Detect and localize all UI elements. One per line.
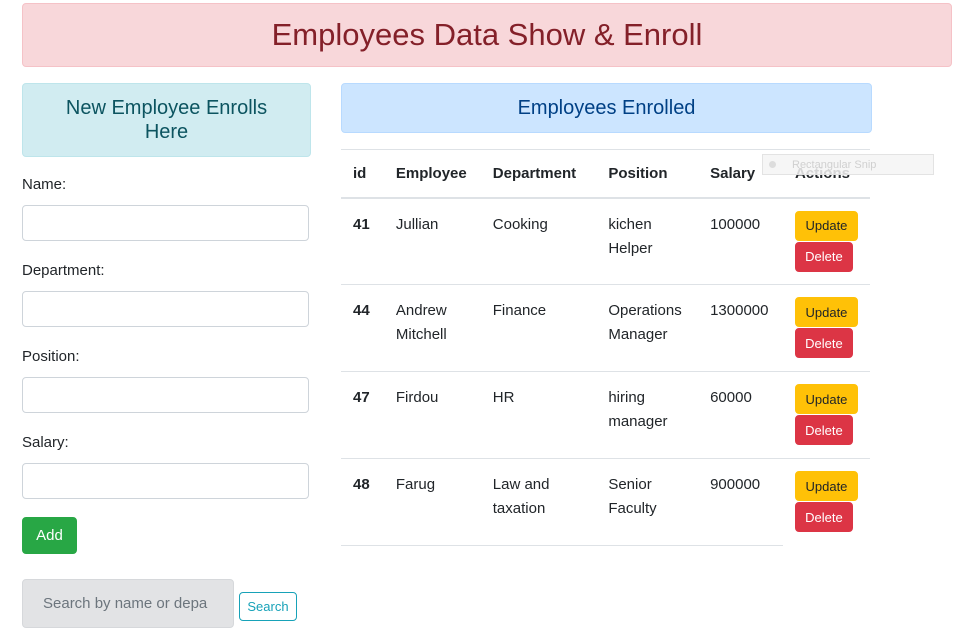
column-header-department: Department bbox=[480, 149, 597, 199]
cell-salary: 100000 bbox=[698, 197, 783, 285]
enrolled-panel-header: Employees Enrolled bbox=[341, 83, 872, 133]
page-title: Employees Data Show & Enroll bbox=[271, 17, 703, 52]
enroll-panel-title: New Employee Enrolls Here bbox=[65, 97, 268, 143]
table-row: 47 Firdou HR hiring manager 60000 Update… bbox=[341, 371, 870, 459]
cell-salary: 1300000 bbox=[698, 284, 783, 372]
cell-actions: Update Delete bbox=[782, 371, 870, 459]
cell-actions: Update Delete bbox=[783, 459, 870, 546]
cell-salary: 900000 bbox=[698, 458, 783, 546]
search-button[interactable]: Search bbox=[239, 592, 297, 621]
cell-id: 41 bbox=[341, 197, 384, 285]
cell-actions: Update Delete bbox=[782, 197, 870, 285]
cell-employee: Jullian bbox=[383, 197, 481, 285]
delete-button[interactable]: Delete bbox=[794, 241, 853, 272]
page-banner: Employees Data Show & Enroll bbox=[22, 3, 952, 67]
table-row: 41 Jullian Cooking kichen Helper 100000 … bbox=[341, 197, 870, 285]
update-button[interactable]: Update bbox=[794, 210, 858, 241]
table-row: 44 Andrew Mitchell Finance Operations Ma… bbox=[341, 284, 870, 372]
cell-employee: Andrew Mitchell bbox=[383, 284, 481, 372]
table-row: 48 Farug Law and taxation Senior Faculty… bbox=[341, 458, 870, 546]
salary-input[interactable] bbox=[22, 463, 309, 499]
column-header-id: id bbox=[341, 149, 384, 199]
cell-employee: Farug bbox=[383, 458, 481, 546]
rectangular-snip-overlay: Rectangular Snip bbox=[762, 154, 934, 175]
column-header-position: Position bbox=[596, 149, 699, 199]
cell-id: 48 bbox=[341, 458, 384, 546]
cell-employee: Firdou bbox=[383, 371, 481, 459]
position-input[interactable] bbox=[22, 377, 309, 413]
snip-icon bbox=[769, 161, 776, 168]
cell-position: Operations Manager bbox=[596, 284, 699, 372]
delete-button[interactable]: Delete bbox=[794, 502, 853, 532]
column-header-employee: Employee bbox=[383, 149, 481, 199]
delete-button[interactable]: Delete bbox=[794, 415, 853, 445]
cell-department: Finance bbox=[480, 284, 597, 372]
update-button[interactable]: Update bbox=[794, 384, 858, 414]
cell-id: 44 bbox=[341, 284, 384, 372]
update-button[interactable]: Update bbox=[794, 471, 858, 501]
cell-salary: 60000 bbox=[698, 371, 783, 459]
enrolled-panel-title: Employees Enrolled bbox=[517, 96, 696, 119]
add-button[interactable]: Add bbox=[22, 517, 77, 554]
department-label: Department: bbox=[22, 262, 105, 279]
delete-button[interactable]: Delete bbox=[794, 328, 853, 358]
name-label: Name: bbox=[22, 176, 67, 193]
salary-label: Salary: bbox=[22, 434, 69, 451]
cell-position: Senior Faculty bbox=[596, 458, 699, 546]
cell-department: Cooking bbox=[480, 197, 597, 285]
cell-position: kichen Helper bbox=[596, 197, 699, 285]
cell-department: HR bbox=[480, 371, 597, 459]
department-input[interactable] bbox=[22, 291, 309, 327]
enroll-panel-header: New Employee Enrolls Here bbox=[22, 83, 311, 157]
employees-table: id Employee Department Position Salary A… bbox=[341, 149, 870, 546]
cell-position: hiring manager bbox=[596, 371, 699, 459]
cell-id: 47 bbox=[341, 371, 384, 459]
name-input[interactable] bbox=[22, 205, 309, 241]
cell-department: Law and taxation bbox=[480, 458, 597, 546]
update-button[interactable]: Update bbox=[794, 297, 858, 327]
position-label: Position: bbox=[22, 348, 80, 365]
cell-actions: Update Delete bbox=[782, 284, 870, 372]
snip-label: Rectangular Snip bbox=[792, 158, 877, 171]
search-input[interactable] bbox=[22, 579, 234, 628]
